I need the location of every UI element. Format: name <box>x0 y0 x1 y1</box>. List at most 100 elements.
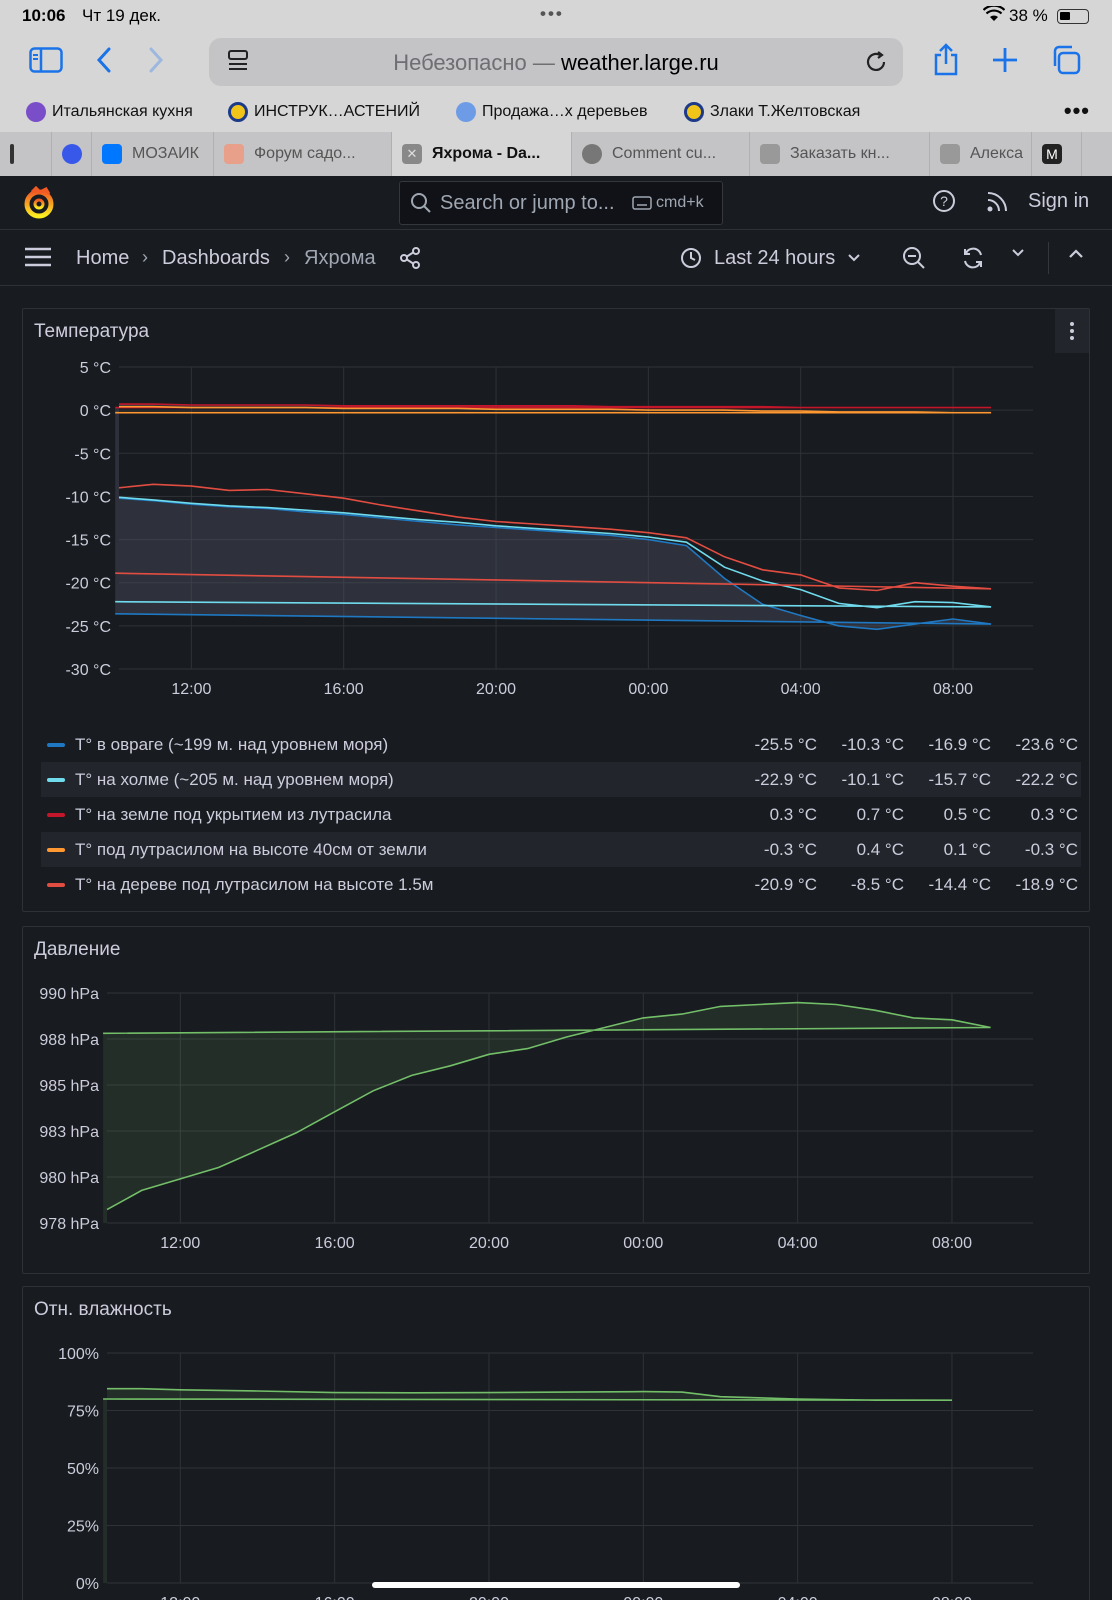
tab-wordpress[interactable] <box>52 132 92 176</box>
bookmark-item[interactable]: ИНСТРУК…АСТЕНИЙ <box>228 102 420 122</box>
reload-icon[interactable] <box>861 47 891 77</box>
pressure-chart[interactable]: 990 hPa 988 hPa 985 hPa 983 hPa 980 hPa 978 h… <box>23 927 1090 1274</box>
sidebar-toggle-icon[interactable] <box>26 40 66 80</box>
x-tick-label: 00:00 <box>623 1235 663 1252</box>
tab-partial[interactable] <box>1082 132 1112 176</box>
share-icon[interactable] <box>926 40 966 80</box>
x-tick-label: 08:00 <box>932 1235 972 1252</box>
x-tick-label: 12:00 <box>160 1595 200 1600</box>
humidity-chart[interactable]: 100% 75% 50% 25% 0% 12:00 16:00 20:00 00:00 04:00… <box>23 1287 1090 1600</box>
series-area <box>103 1002 991 1223</box>
series-line <box>115 483 992 592</box>
multitasking-dots-icon[interactable]: ••• <box>540 4 564 23</box>
address-bar[interactable]: Небезопасно — weather.large.ru <box>209 38 903 86</box>
x-tick-label: 16:00 <box>324 681 364 698</box>
legend-row[interactable]: T° на дереве под лутрасилом на высоте 1.… <box>41 867 1081 902</box>
panel-title: Температура <box>34 321 150 342</box>
y-tick-label: 100% <box>58 1346 99 1363</box>
battery-icon <box>1057 9 1089 24</box>
legend-value: -0.3 °C <box>1024 840 1078 859</box>
vk-icon <box>102 144 122 164</box>
forward-icon[interactable] <box>136 40 176 80</box>
tab-order-book[interactable]: Заказать кн... <box>750 132 930 176</box>
tab-favicon-icon <box>582 144 602 164</box>
tab-favicon-icon <box>224 144 244 164</box>
zoom-out-icon[interactable] <box>902 246 926 270</box>
bookmark-label: Злаки Т.Желтовская <box>710 103 861 120</box>
chevron-right-icon: › <box>284 247 290 267</box>
legend-value: -18.9 °C <box>1015 875 1078 894</box>
bookmark-label: ИНСТРУК…АСТЕНИЙ <box>254 103 420 120</box>
refresh-interval-chevron-icon[interactable] <box>1011 248 1025 258</box>
bookmark-item[interactable]: Злаки Т.Желтовская <box>684 102 860 122</box>
refresh-icon[interactable] <box>961 246 985 270</box>
new-tab-icon[interactable] <box>985 40 1025 80</box>
back-icon[interactable] <box>84 40 124 80</box>
breadcrumb-dashboards[interactable]: Dashboards <box>162 247 270 269</box>
y-tick-label: 75% <box>67 1404 99 1421</box>
chevron-up-icon[interactable] <box>1068 248 1084 260</box>
breadcrumb-home[interactable]: Home <box>76 247 130 269</box>
tab-m[interactable]: M <box>1032 132 1082 176</box>
tab-label: Алекса <box>970 145 1023 162</box>
tab-label: Заказать кн... <box>790 145 890 162</box>
date: Чт 19 дек. <box>82 6 162 25</box>
grafana-navbar: Home › Dashboards › Яхрома Last 24 hours <box>0 230 1112 286</box>
search-placeholder: Search or jump to... <box>440 192 615 214</box>
rss-icon[interactable] <box>986 189 1010 213</box>
legend-row[interactable]: T° на холме (~205 м. над уровнем моря) -2… <box>41 762 1081 797</box>
tab-yakhroma-active[interactable]: ✕ Яхрома - Da... <box>392 132 572 176</box>
series-line <box>103 1001 991 1211</box>
time-range-label: Last 24 hours <box>714 246 836 269</box>
legend-row[interactable]: T° в овраге (~199 м. над уровнем моря) -2… <box>41 727 1081 762</box>
grafana-topbar: Search or jump to... cmd+k ? Sign in <box>0 176 1112 230</box>
x-tick-label: 00:00 <box>628 681 668 698</box>
page-menu-icon[interactable] <box>223 46 253 76</box>
bookmark-favicon-icon <box>228 102 248 122</box>
legend-value: -22.9 °C <box>754 770 817 789</box>
tab-comment[interactable]: Comment cu... <box>572 132 750 176</box>
y-tick-label: 980 hPa <box>39 1170 99 1187</box>
wifi-icon <box>982 4 1006 27</box>
sign-in-link[interactable]: Sign in <box>1028 190 1090 212</box>
tab-label: МОЗАИК <box>132 145 199 162</box>
legend-series-name: T° на земле под укрытием из лутрасила <box>75 805 392 824</box>
legend-row[interactable]: T° на земле под укрытием из лутрасила 0.3… <box>41 797 1081 832</box>
legend-swatch <box>47 813 65 817</box>
bookmark-item[interactable]: Продажа…х деревьев <box>456 102 648 122</box>
legend-row[interactable]: T° под лутрасилом на высоте 40см от земл… <box>41 832 1081 867</box>
tab-pinned[interactable] <box>0 132 52 176</box>
more-bookmarks-icon[interactable]: ••• <box>1063 98 1090 123</box>
grafana-logo-icon[interactable] <box>22 186 56 220</box>
series-line <box>115 403 992 409</box>
bookmark-favicon-icon <box>456 102 476 122</box>
legend-value: -25.5 °C <box>754 735 817 754</box>
tab-forum[interactable]: Форум садо... <box>214 132 392 176</box>
search-input[interactable]: Search or jump to... cmd+k <box>399 181 723 225</box>
y-tick-label: -10 °C <box>65 489 111 506</box>
bookmark-favicon-icon <box>26 102 46 122</box>
help-icon[interactable]: ? <box>932 189 956 213</box>
tab-mozaik[interactable]: МОЗАИК <box>92 132 214 176</box>
wordpress-icon <box>62 144 82 164</box>
svg-text:?: ? <box>940 193 948 209</box>
legend-series-name: T° на холме (~205 м. над уровнем моря) <box>75 770 394 789</box>
time-range-picker[interactable]: Last 24 hours <box>680 240 861 276</box>
y-tick-label: 985 hPa <box>39 1078 99 1095</box>
tab-label: Форум садо... <box>254 145 356 162</box>
close-tab-icon[interactable]: ✕ <box>402 144 422 164</box>
series-line <box>115 496 992 609</box>
share-dashboard-icon[interactable] <box>398 246 422 270</box>
bookmark-item[interactable]: Итальянская кухня <box>26 102 193 122</box>
chart-grid <box>119 366 1033 670</box>
y-tick-label: -15 °C <box>65 533 111 550</box>
menu-icon[interactable] <box>24 246 52 268</box>
tabs-overview-icon[interactable] <box>1046 40 1086 80</box>
tab-alexa[interactable]: Алекса <box>930 132 1032 176</box>
y-tick-label: 983 hPa <box>39 1124 99 1141</box>
temperature-chart[interactable]: 5 °C 0 °C -5 °C -10 °C -15 °C -20 °C -25 °C -30… <box>23 309 1090 721</box>
panel-menu-icon[interactable] <box>1055 309 1089 353</box>
y-tick-label: 988 hPa <box>39 1032 99 1049</box>
legend-value: -15.7 °C <box>928 770 991 789</box>
